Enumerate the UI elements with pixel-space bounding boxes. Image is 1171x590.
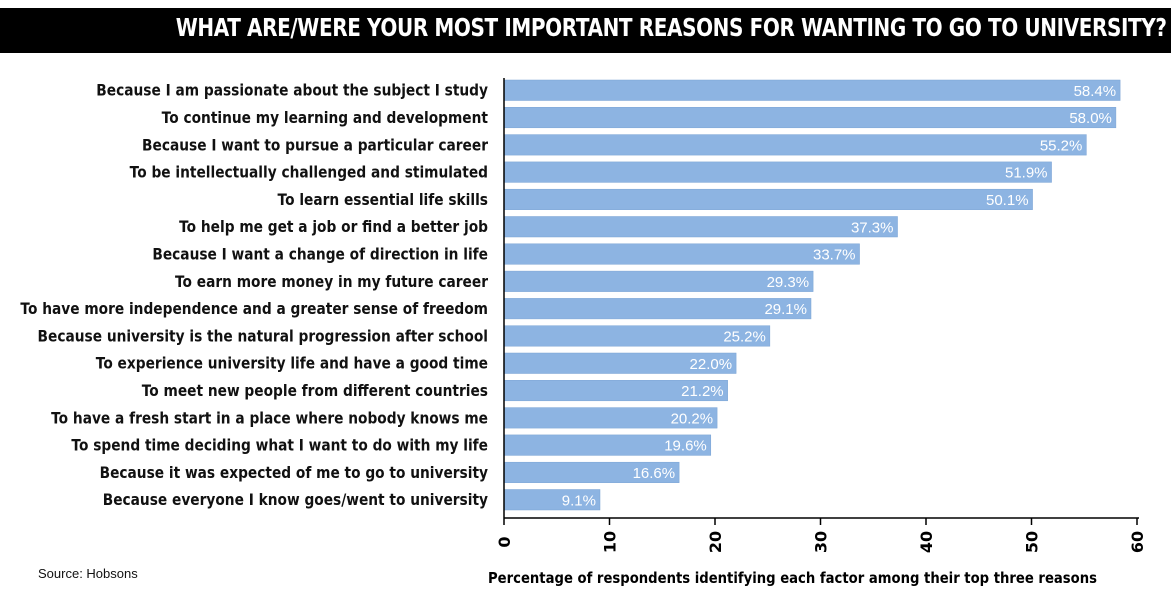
category-label: To have a fresh start in a place where n…	[51, 408, 488, 427]
title-bar: WHAT ARE/WERE YOUR MOST IMPORTANT REASON…	[0, 8, 1171, 53]
x-tick-label: 0	[495, 536, 514, 547]
data-label: 20.2%	[671, 410, 714, 427]
data-label: 58.0%	[1069, 110, 1112, 127]
data-label: 22.0%	[690, 356, 733, 373]
x-axis-label: Percentage of respondents identifying ea…	[488, 569, 1097, 587]
data-label: 16.6%	[633, 465, 676, 482]
category-label: To learn essential life skills	[278, 190, 489, 209]
data-label: 33.7%	[813, 247, 856, 264]
category-label: To earn more money in my future career	[175, 272, 489, 291]
category-label: Because I want a change of direction in …	[152, 245, 488, 264]
data-label: 9.1%	[562, 492, 596, 509]
bar	[503, 134, 1087, 156]
category-label: To meet new people from different countr…	[142, 381, 488, 400]
bar	[503, 216, 898, 238]
data-label: 58.4%	[1074, 83, 1117, 100]
category-label: Because university is the natural progre…	[38, 326, 488, 345]
x-tick-label: 60	[1128, 531, 1147, 553]
data-label: 51.9%	[1005, 165, 1048, 182]
bar	[503, 161, 1052, 183]
data-label: 25.2%	[723, 328, 766, 345]
category-label: Because I want to pursue a particular ca…	[142, 135, 489, 154]
x-tick-label: 10	[601, 531, 620, 553]
data-label: 50.1%	[986, 192, 1029, 209]
data-label: 19.6%	[664, 438, 707, 455]
data-label: 29.3%	[767, 274, 810, 291]
category-label: To spend time deciding what I want to do…	[71, 436, 488, 455]
category-label: To experience university life and have a…	[96, 354, 488, 373]
bar	[503, 107, 1117, 129]
data-label: 21.2%	[681, 383, 724, 400]
data-label: 55.2%	[1040, 137, 1083, 154]
category-label: To continue my learning and development	[162, 108, 488, 127]
x-tick-label: 50	[1023, 531, 1042, 553]
source-note: Source: Hobsons	[38, 566, 138, 581]
data-label: 29.1%	[764, 301, 807, 318]
data-label: 37.3%	[851, 219, 894, 236]
bar	[503, 79, 1121, 101]
bar	[503, 188, 1033, 210]
x-tick-label: 40	[917, 531, 936, 553]
x-tick-label: 30	[812, 531, 831, 553]
category-label: Because it was expected of me to go to u…	[100, 463, 489, 482]
category-label: To be intellectually challenged and stim…	[130, 163, 488, 182]
category-label: To have more independence and a greater …	[20, 299, 488, 318]
bars-layer: Because I am passionate about the subjec…	[20, 79, 1121, 511]
chart-title: WHAT ARE/WERE YOUR MOST IMPORTANT REASON…	[176, 13, 1167, 42]
category-label: Because I am passionate about the subjec…	[96, 81, 488, 100]
category-label: To help me get a job or find a better jo…	[179, 217, 488, 236]
bar	[503, 243, 860, 265]
category-label: Because everyone I know goes/went to uni…	[103, 490, 489, 509]
axis-layer: 0 10 20 30 40 50 60	[495, 78, 1147, 553]
x-tick-label: 20	[706, 531, 725, 553]
